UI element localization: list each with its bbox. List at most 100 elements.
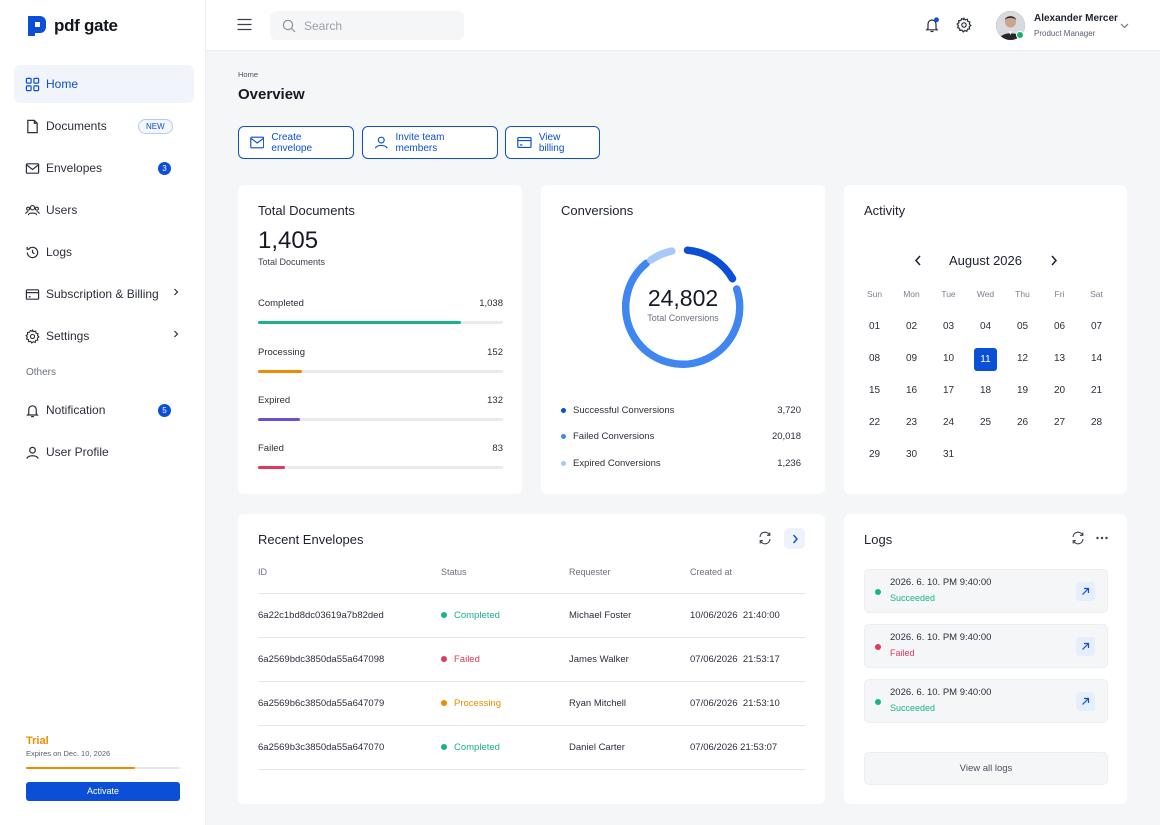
calendar-day[interactable]: 08: [856, 353, 893, 385]
calendar-day-label: 08: [868, 353, 881, 364]
sidebar-item-user-profile[interactable]: User Profile: [14, 433, 194, 471]
calendar-week-row: 15 16 17 18 19 20 21: [856, 385, 1126, 417]
table-row[interactable]: 6a2569bdc3850da55a647098 Failed James Walk…: [258, 638, 805, 682]
calendar-day[interactable]: 19: [1004, 385, 1041, 417]
calendar-day[interactable]: 16: [893, 385, 930, 417]
calendar-day[interactable]: 30: [893, 449, 930, 481]
calendar-prev-icon[interactable]: [914, 255, 922, 266]
column-header-requester[interactable]: Requester: [569, 567, 611, 577]
sidebar-item-label: Users: [46, 203, 78, 217]
log-item[interactable]: 2026. 6. 10. PM 9:40:00 Succeeded: [864, 569, 1108, 613]
more-options-icon[interactable]: [1095, 531, 1109, 545]
user-avatar[interactable]: [996, 11, 1025, 40]
calendar-day[interactable]: 13: [1041, 353, 1078, 385]
sidebar-item-users[interactable]: Users: [14, 191, 194, 229]
brand-logo[interactable]: pdf gate: [26, 14, 118, 38]
status-label: Processing: [258, 347, 305, 358]
status-value: 132: [487, 395, 503, 406]
calendar-day[interactable]: 20: [1041, 385, 1078, 417]
notification-bell-icon[interactable]: [924, 17, 940, 33]
table-row[interactable]: 6a2569b3c3850da55a647070 Completed Daniel …: [258, 726, 805, 770]
open-log-button[interactable]: [1076, 692, 1095, 711]
trial-title: Trial: [26, 735, 49, 747]
view-billing-button[interactable]: View billing: [505, 126, 600, 159]
create-envelope-button[interactable]: Create envelope: [238, 126, 354, 159]
calendar-day[interactable]: 23: [893, 417, 930, 449]
table-row[interactable]: 6a22c1bd8dc03619a7b82ded Completed Michael…: [258, 594, 805, 638]
open-log-button[interactable]: [1076, 637, 1095, 656]
status-label: Failed: [258, 443, 284, 454]
activate-button[interactable]: Activate: [26, 782, 180, 801]
chevron-down-icon[interactable]: [1120, 21, 1129, 30]
sidebar-item-notification[interactable]: Notification 5: [14, 391, 194, 429]
log-item[interactable]: 2026. 6. 10. PM 9:40:00 Failed: [864, 624, 1108, 668]
search-input[interactable]: [304, 18, 454, 33]
calendar-day[interactable]: 07: [1078, 321, 1115, 353]
refresh-icon[interactable]: [1071, 531, 1085, 545]
settings-gear-icon[interactable]: [956, 17, 972, 33]
sidebar-item-subscription-billing[interactable]: Subscription & Billing: [14, 275, 194, 313]
open-log-button[interactable]: [1076, 582, 1095, 601]
conversions-total-label: Total Conversions: [647, 313, 719, 323]
calendar-day-label: 03: [942, 321, 955, 332]
envelope-id: 6a22c1bd8dc03619a7b82ded: [258, 610, 384, 621]
breadcrumb[interactable]: Home: [238, 70, 259, 79]
column-header-created-at[interactable]: Created at: [690, 567, 733, 577]
calendar-day[interactable]: 24: [930, 417, 967, 449]
total-documents-card: Total Documents 1,405 Total Documents Co…: [238, 185, 522, 494]
calendar-day[interactable]: 09: [893, 353, 930, 385]
calendar-day[interactable]: 10: [930, 353, 967, 385]
column-header-status[interactable]: Status: [441, 567, 467, 577]
calendar-day[interactable]: 25: [967, 417, 1004, 449]
calendar-day[interactable]: 29: [856, 449, 893, 481]
calendar-day[interactable]: 18: [967, 385, 1004, 417]
calendar-day[interactable]: 31: [930, 449, 967, 481]
hamburger-menu-icon[interactable]: [237, 18, 252, 31]
search-box[interactable]: [270, 11, 464, 40]
calendar-day[interactable]: 12: [1004, 353, 1041, 385]
status-dot: [441, 656, 447, 663]
view-all-logs-button[interactable]: View all logs: [864, 752, 1108, 785]
calendar-day[interactable]: 26: [1004, 417, 1041, 449]
sidebar-item-label: Home: [46, 77, 79, 91]
calendar-day-label: 12: [1016, 353, 1029, 364]
table-row[interactable]: 6a2569b6c3850da55a647079 Processing Ryan M…: [258, 682, 805, 726]
calendar-day[interactable]: 03: [930, 321, 967, 353]
calendar-day[interactable]: 17: [930, 385, 967, 417]
calendar-day[interactable]: 04: [967, 321, 1004, 353]
sidebar-item-envelopes[interactable]: Envelopes 3: [14, 149, 194, 187]
log-item[interactable]: 2026. 6. 10. PM 9:40:00 Succeeded: [864, 679, 1108, 723]
envelope-id: 6a2569b3c3850da55a647070: [258, 742, 385, 753]
calendar-day[interactable]: 01: [856, 321, 893, 353]
calendar-day[interactable]: 02: [893, 321, 930, 353]
sidebar-item-settings[interactable]: Settings: [14, 317, 194, 355]
calendar-day[interactable]: 22: [856, 417, 893, 449]
calendar-weekday: Thu: [1015, 289, 1030, 299]
requester-name: James Walker: [569, 654, 629, 665]
calendar-next-icon[interactable]: [1050, 255, 1058, 266]
calendar-day[interactable]: 27: [1041, 417, 1078, 449]
calendar-day-label: 16: [905, 385, 918, 396]
sidebar-item-home[interactable]: Home: [14, 65, 194, 103]
total-documents-count: 1,405: [258, 227, 319, 254]
calendar-day[interactable]: 28: [1078, 417, 1115, 449]
calendar-day-label: 13: [1053, 353, 1066, 364]
calendar-day[interactable]: 14: [1078, 353, 1115, 385]
refresh-icon[interactable]: [758, 531, 772, 545]
activity-card: Activity August 2026 Sun Mon Tue Wed Thu Fri S…: [844, 185, 1127, 494]
legend-item-expired: Expired Conversions 1,236: [561, 458, 801, 469]
envelopes-next-button[interactable]: [784, 528, 805, 549]
status-row-failed: Failed 83: [258, 443, 503, 469]
calendar-day[interactable]: 06: [1041, 321, 1078, 353]
chevron-right-icon: [174, 288, 179, 296]
calendar-day[interactable]: 05: [1004, 321, 1041, 353]
calendar-day-selected[interactable]: 11: [967, 348, 1004, 385]
invite-team-members-button[interactable]: Invite team members: [362, 126, 498, 159]
sidebar-item-logs[interactable]: Logs: [14, 233, 194, 271]
calendar-day[interactable]: 15: [856, 385, 893, 417]
envelope-id: 6a2569bdc3850da55a647098: [258, 654, 385, 665]
calendar-day[interactable]: 21: [1078, 385, 1115, 417]
sidebar-item-documents[interactable]: Documents NEW: [14, 107, 194, 145]
status-row-completed: Completed 1,038: [258, 298, 503, 324]
column-header-id[interactable]: ID: [258, 567, 267, 577]
